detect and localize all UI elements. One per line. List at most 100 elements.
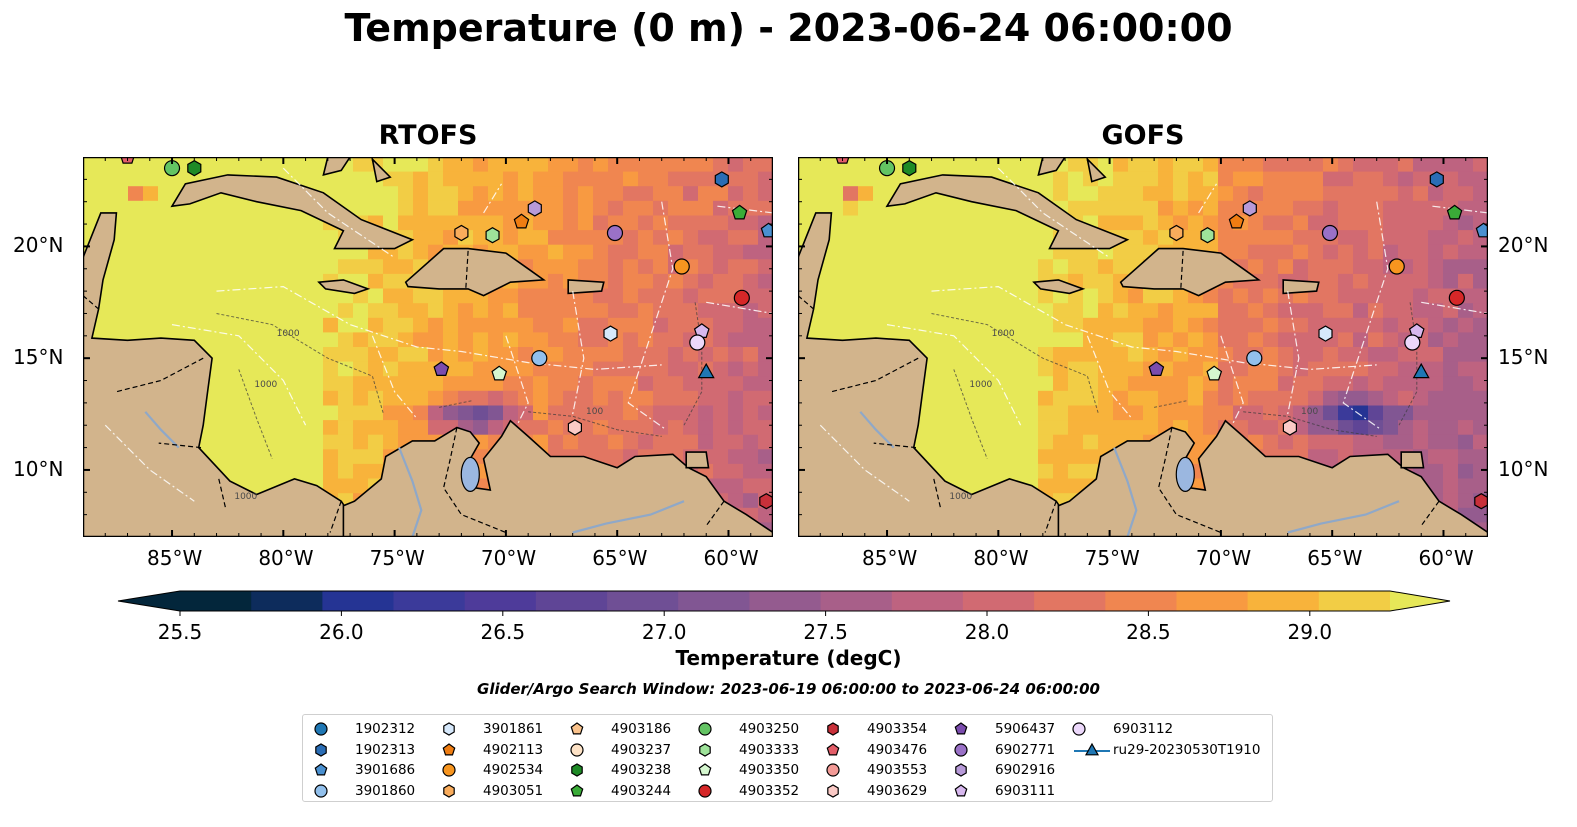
obs-marker-4903051 <box>454 224 469 242</box>
country-border <box>218 478 227 509</box>
country-border <box>83 295 99 310</box>
contour-label: 100 <box>586 407 603 417</box>
colorbar-segment <box>678 591 750 611</box>
eez-boundary <box>627 201 674 431</box>
legend-marker <box>954 742 968 757</box>
legend-label: 6902771 <box>995 741 1056 758</box>
lake-maracaibo <box>460 456 480 493</box>
obs-marker-3901860 <box>1246 350 1263 367</box>
obs-marker-4903244 <box>731 204 748 220</box>
eez-boundary <box>483 183 503 214</box>
obs-marker-6902916 <box>527 200 542 217</box>
colorbar-segment <box>1247 591 1320 611</box>
landmass-trinidad <box>685 451 710 469</box>
obs-marker-4903354 <box>759 493 773 510</box>
legend-marker-icon <box>315 742 327 757</box>
legend-marker <box>827 722 839 736</box>
legend-marker <box>314 783 328 798</box>
obs-marker-3901860 <box>531 350 548 367</box>
colorbar-segment <box>464 591 537 611</box>
legend-marker-icon <box>827 722 839 736</box>
eez-boundary <box>931 285 1377 371</box>
legend-marker-icon <box>571 763 583 777</box>
legend-marker <box>315 742 327 757</box>
contour-label: 1000 <box>949 492 972 502</box>
eez-boundary <box>819 424 910 502</box>
obs-marker-6902771 <box>606 224 624 242</box>
colorbar-segment <box>1176 591 1249 611</box>
legend-label: 1902312 <box>355 721 416 737</box>
lat-tick-label-left: 20°N <box>13 233 64 258</box>
legend-marker <box>570 722 584 735</box>
legend-marker-icon <box>698 783 712 798</box>
landmass-trinidad <box>1400 451 1425 469</box>
obs-marker-4903352 <box>1448 289 1465 306</box>
legend-marker-icon <box>314 783 328 798</box>
landmass-cuba <box>170 174 415 250</box>
river <box>144 411 180 449</box>
bathymetry-contour <box>439 400 473 408</box>
map-panel-gofs: 1000 1000 100 1000 <box>798 157 1488 537</box>
obs-marker-6902771 <box>1321 224 1339 242</box>
country-border <box>798 295 814 310</box>
legend-marker <box>698 722 712 736</box>
obs-marker-4903629 <box>1282 419 1297 436</box>
obs-marker-5906437 <box>433 361 450 376</box>
obs-marker-4903350 <box>1206 365 1223 381</box>
obs-marker-4902534 <box>1388 258 1405 275</box>
eez-boundary <box>1086 335 1133 419</box>
colorbar-tick-label: 27.5 <box>803 620 848 644</box>
bathymetry-contour <box>216 313 384 415</box>
panel-title-rtofs: RTOFS <box>378 120 478 151</box>
obs-marker-4903333 <box>485 227 500 244</box>
legend-marker-icon <box>442 742 456 755</box>
map-canvas: 1000 1000 100 1000 <box>798 157 1488 537</box>
legend-label: 4903352 <box>739 782 800 799</box>
legend-marker-icon <box>698 763 712 776</box>
legend-marker-icon <box>443 783 455 798</box>
legend-marker <box>443 783 455 798</box>
colorbar-tick-label: 28.5 <box>1126 620 1171 644</box>
landmass-bahamasA <box>1037 157 1067 177</box>
landmass-bahamasB <box>1086 157 1107 183</box>
lat-tick-label-left: 15°N <box>13 345 64 370</box>
map-frame <box>798 157 1488 537</box>
lon-tick-label: 70°W <box>480 546 537 570</box>
legend-marker <box>314 722 328 736</box>
bathymetry-contour <box>238 369 273 459</box>
obs-marker-4902113 <box>513 213 530 229</box>
eez-boundary <box>886 324 1022 426</box>
eez-boundary <box>216 285 662 371</box>
colorbar-extend-max <box>1390 591 1450 611</box>
lon-tick-label: 65°W <box>1307 546 1363 570</box>
lon-tick-label: 65°W <box>592 546 648 570</box>
legend-label: 4903238 <box>611 762 672 778</box>
bathymetry-contour <box>683 302 703 426</box>
obs-marker-4903244 <box>1446 204 1463 220</box>
legend-label: 4903237 <box>611 741 672 758</box>
eez-boundary <box>505 335 529 426</box>
eez-boundary <box>1287 291 1300 415</box>
panel-title-gofs: GOFS <box>1101 120 1185 151</box>
colorbar-segment <box>251 591 323 611</box>
obs-marker-3901861 <box>603 325 618 342</box>
eez-boundary <box>997 167 1110 259</box>
legend-marker-icon <box>570 722 584 735</box>
obs-marker-4903333 <box>1200 227 1215 244</box>
legend-label: 4903244 <box>611 782 672 799</box>
river <box>1113 447 1138 537</box>
lon-tick-label: 60°W <box>703 546 759 570</box>
obs-marker-4903238 <box>902 160 917 177</box>
legend-marker-icon <box>442 763 456 777</box>
lon-tick-label: 85°W <box>147 546 203 570</box>
contour-label: 100 <box>1301 407 1318 417</box>
obs-marker-5906437 <box>1148 361 1165 376</box>
lat-tick-label-right: 20°N <box>1498 233 1549 258</box>
legend-marker <box>442 763 456 777</box>
legend-marker <box>955 763 967 777</box>
legend-marker <box>698 763 712 776</box>
country-border <box>1180 250 1184 289</box>
river <box>859 411 895 449</box>
bathymetry-contour <box>1154 400 1188 408</box>
eez-boundary <box>1220 335 1244 426</box>
